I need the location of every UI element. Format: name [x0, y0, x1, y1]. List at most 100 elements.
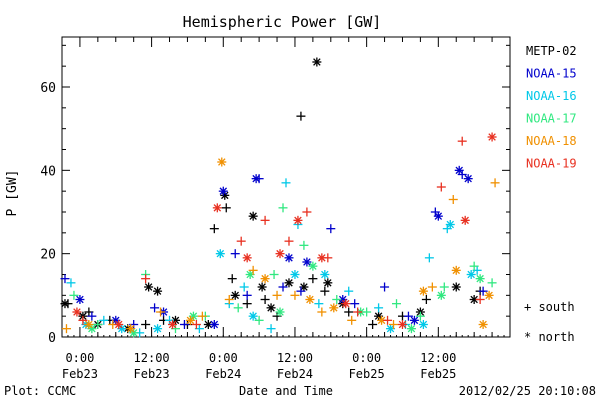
south-point [424, 253, 434, 263]
south-point [150, 303, 160, 313]
marker-legend-entry: + south [524, 300, 575, 314]
north-point [305, 295, 315, 304]
north-point [126, 324, 136, 334]
legend-entry: NOAA-18 [526, 134, 577, 148]
south-point [392, 299, 402, 309]
north-point [302, 257, 312, 267]
south-point [380, 282, 390, 292]
north-point [188, 311, 198, 321]
north-point [248, 211, 258, 221]
north-point [454, 165, 464, 175]
south-point [490, 178, 500, 188]
north-point [397, 320, 407, 329]
legend-entry: NOAA-17 [526, 112, 577, 126]
x-tick-date: Feb25 [349, 367, 385, 381]
north-point [293, 215, 303, 225]
x-tick-date: Feb23 [134, 367, 170, 381]
north-point [312, 57, 322, 67]
north-point [260, 274, 270, 284]
north-point [220, 190, 230, 200]
north-point [308, 261, 318, 271]
north-point [418, 286, 428, 296]
north-point [117, 324, 127, 334]
south-point [242, 299, 252, 309]
y-axis-label: P [GW] [5, 170, 20, 217]
north-point [409, 315, 419, 325]
south-point [156, 307, 166, 317]
x-tick-time: 12:00 [420, 351, 456, 365]
south-point [61, 324, 71, 334]
x-tick-time: 0:00 [352, 351, 381, 365]
north-point [266, 303, 276, 313]
north-point [217, 157, 227, 167]
north-point [460, 215, 470, 225]
south-point [224, 295, 234, 304]
south-point [254, 315, 264, 325]
north-point [84, 320, 94, 329]
south-point [457, 136, 467, 146]
south-point [475, 295, 485, 304]
north-point [478, 320, 488, 329]
south-point [209, 224, 219, 234]
south-point [266, 324, 276, 334]
south-point [314, 299, 324, 309]
north-point [418, 320, 428, 329]
south-point [281, 178, 291, 188]
north-point [341, 299, 351, 309]
north-point [320, 270, 330, 279]
north-point [245, 270, 255, 279]
north-point [445, 220, 455, 229]
south-point [236, 236, 246, 246]
north-point [168, 320, 178, 329]
north-point [185, 315, 195, 325]
x-tick-time: 12:00 [277, 351, 313, 365]
x-tick-date: Feb24 [205, 367, 241, 381]
south-point [278, 282, 288, 292]
south-point [436, 182, 446, 192]
south-point [344, 307, 354, 317]
north-point [275, 249, 285, 259]
x-tick-time: 12:00 [134, 351, 170, 365]
south-point [191, 320, 201, 329]
south-point [403, 311, 413, 321]
south-point [296, 286, 306, 296]
south-point [299, 240, 309, 250]
north-point [275, 307, 285, 317]
north-point [463, 174, 473, 184]
south-point [284, 236, 294, 246]
south-point [302, 207, 312, 217]
x-tick-date: Feb23 [62, 367, 98, 381]
north-point [290, 270, 300, 279]
north-point [374, 311, 384, 321]
north-point [251, 174, 261, 184]
south-point [374, 303, 384, 313]
south-point [320, 286, 330, 296]
legend-entry: NOAA-15 [526, 67, 577, 81]
x-tick-date: Feb24 [277, 367, 313, 381]
plot-timestamp: 2012/02/25 20:10:08 [459, 384, 596, 398]
south-point [239, 282, 249, 292]
south-point [350, 299, 360, 309]
south-point [99, 315, 109, 325]
north-point [153, 324, 163, 334]
north-point [75, 295, 85, 304]
north-point [299, 282, 309, 292]
north-point [284, 278, 294, 288]
south-point [290, 290, 300, 300]
south-point [230, 249, 240, 259]
north-point [451, 265, 461, 275]
north-point [317, 253, 327, 263]
north-point [114, 320, 124, 329]
y-axis: 0 20 40 60 [40, 44, 510, 346]
south-point [332, 295, 342, 304]
south-point [197, 311, 207, 321]
south-point [141, 320, 151, 329]
y-tick-label: 20 [40, 248, 56, 263]
south-point [66, 278, 76, 288]
south-point [179, 320, 189, 329]
north-point [466, 270, 476, 279]
south-point [296, 111, 306, 121]
south-point [421, 295, 431, 304]
south-point [439, 282, 449, 292]
